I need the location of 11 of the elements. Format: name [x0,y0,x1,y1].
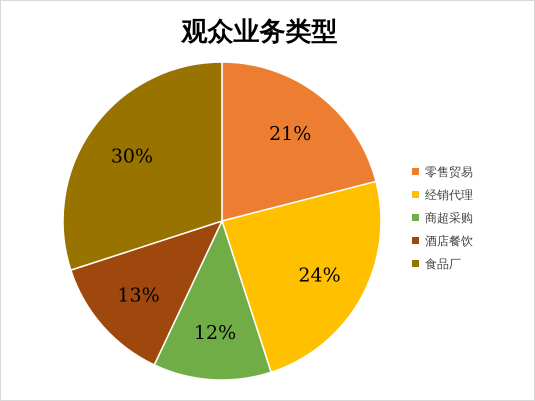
legend-label: 酒店餐饮 [425,234,473,248]
data-label: 21% [269,123,312,146]
legend-label: 商超采购 [425,211,473,225]
data-label: 12% [194,322,236,344]
legend-label: 食品厂 [425,257,461,271]
legend-label: 经销代理 [425,188,473,202]
legend-label: 零售贸易 [425,165,473,179]
data-label: 30% [110,146,154,168]
data-label: 13% [117,284,160,307]
data-label: 24% [298,264,341,287]
chart-title: 观众业务类型 [180,17,338,47]
